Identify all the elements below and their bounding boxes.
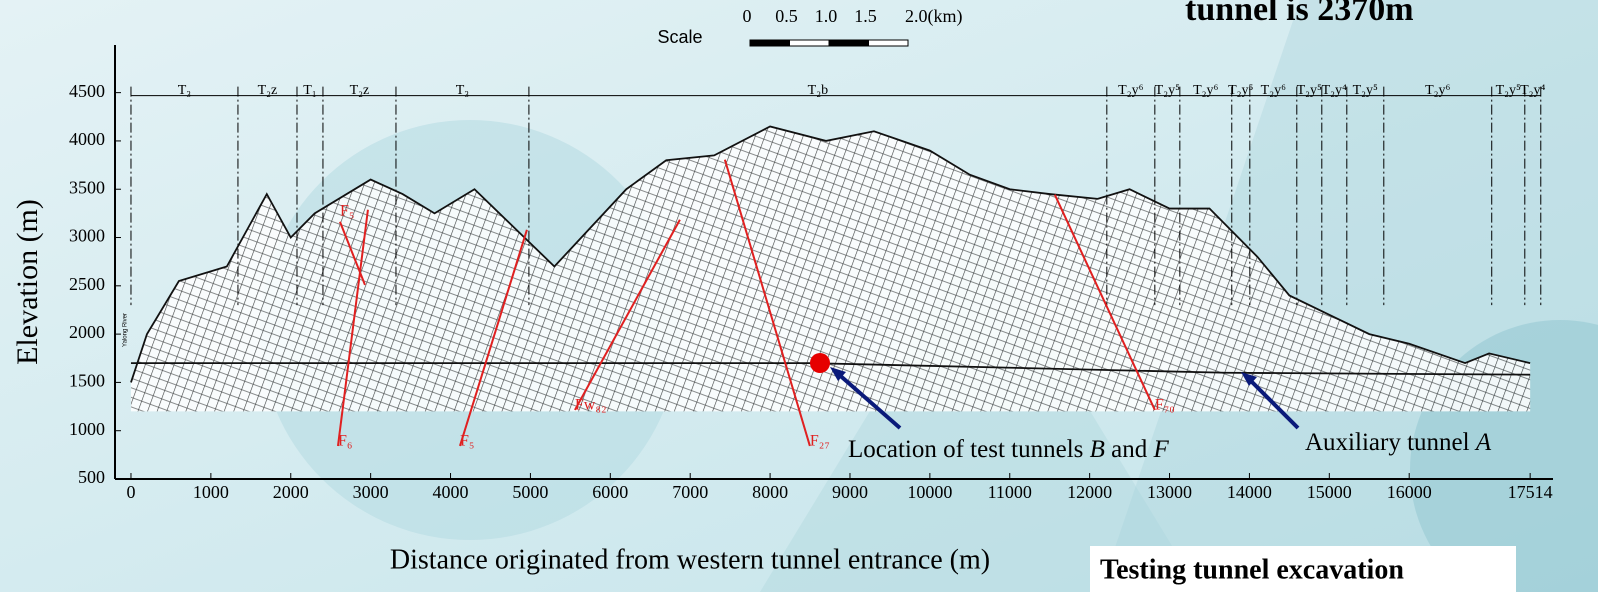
test-tunnel-location [810, 353, 830, 373]
header-text: tunnel is 2370m [1185, 0, 1414, 28]
x-tick-label: 5000 [512, 482, 548, 502]
scale-segment [749, 39, 790, 47]
fault [1053, 194, 1156, 411]
scale-label: Scale [657, 27, 702, 47]
annotation-part: Location of test tunnels [848, 436, 1090, 463]
stratum-label: T₃ [456, 83, 470, 98]
stratum-label: T₂z [350, 83, 370, 98]
x-tick-label: 3000 [353, 482, 389, 502]
annotation: Location of test tunnels B and F [848, 436, 1170, 463]
stratum-label: T₂y⁴ [1322, 83, 1347, 98]
stratum-label: T₂y⁵ [1496, 83, 1521, 98]
x-tick-label: 12000 [1067, 482, 1112, 502]
fault [459, 229, 528, 447]
stratum-label: T₂y⁶ [1193, 83, 1218, 98]
stratum-label: T₂y⁶ [1261, 83, 1286, 98]
footer-text: Testing tunnel excavation [1100, 554, 1404, 585]
y-tick-label: 500 [78, 467, 105, 487]
x-tick-label: 0 [126, 482, 135, 502]
x-tick-label: 15000 [1307, 482, 1352, 502]
fault [574, 219, 681, 411]
arrow-head [1241, 372, 1257, 386]
y-tick-label: 2000 [69, 322, 105, 342]
scale-tick-label: 2.0(km) [905, 6, 963, 27]
scale-segment [868, 39, 909, 47]
bg-shape [1100, 0, 1598, 592]
y-tick-label: 1000 [69, 419, 105, 439]
y-tick-label: 2500 [69, 274, 105, 294]
y-tick-label: 1500 [69, 371, 105, 391]
x-tick-label: 16000 [1387, 482, 1432, 502]
fault [336, 209, 369, 447]
y-tick-label: 3500 [69, 177, 105, 197]
line [130, 362, 1531, 376]
scale-tick-label: 0.5 [775, 6, 798, 26]
y-tick-label: 4500 [69, 81, 105, 101]
stratum-label: T₂y⁶ [1425, 83, 1450, 98]
x-tick-label: 4000 [433, 482, 469, 502]
arrow [834, 370, 902, 430]
river-label: Yalong River [123, 313, 129, 347]
scale-tick-label: 0 [743, 6, 752, 26]
x-tick-label: 17514 [1508, 482, 1553, 502]
fault [339, 221, 366, 286]
annotation-part: Auxiliary tunnel [1305, 429, 1476, 456]
stratum-label: T₂y⁵ [1297, 83, 1322, 98]
scale-tick-label: 1.0 [815, 6, 838, 26]
x-tick-label: 1000 [193, 482, 229, 502]
x-tick-label: 6000 [592, 482, 628, 502]
scale-tick-label: 1.5 [854, 6, 877, 26]
y-tick-label: 3000 [69, 226, 105, 246]
x-tick-label: 7000 [672, 482, 708, 502]
annotation-part: A [1474, 429, 1492, 456]
plot: T₃ T₂z T₁ T₂z T₃ T₂b T₂y⁶ T₂y⁵ T₂y⁶ T₂y⁵ T₂y⁶ T₂y⁵ T… [130, 83, 1546, 450]
arrow-head [830, 367, 846, 381]
fault-label: F₅ [460, 433, 474, 450]
arrow [1246, 376, 1300, 430]
stratum-label: T₁ [303, 83, 316, 98]
stratum-label: T₂y⁵ [1353, 83, 1378, 98]
fault-label: F₅ [340, 202, 354, 219]
scale-segment [828, 39, 869, 47]
annotation: Auxiliary tunnel A [1305, 429, 1492, 456]
stratum-label: T₃ [178, 83, 192, 98]
fault-label: Fᴡ₈₂ [575, 397, 607, 414]
scale-segment [789, 39, 830, 47]
annotation-part: and [1105, 436, 1154, 463]
stratum-label: T₂y⁴ [1520, 83, 1545, 98]
stratum-label: T₂y⁵ [1228, 83, 1253, 98]
fault-label: F₂₇ [810, 433, 830, 450]
x-tick-label: 14000 [1227, 482, 1272, 502]
stratum-label: T₂y⁵ [1155, 83, 1180, 98]
annotation-part: B [1090, 436, 1105, 463]
stratum-label: T₂z [258, 83, 278, 98]
x-tick-label: 8000 [752, 482, 788, 502]
fault [723, 159, 811, 447]
x-tick-label: 11000 [988, 482, 1032, 502]
x-tick-label: 2000 [273, 482, 309, 502]
fault-label: F₇₀ [1155, 397, 1175, 414]
stratum-label: T₂b [808, 83, 828, 98]
terrain-fill [130, 126, 1531, 412]
stratum-label: T₂y⁶ [1118, 83, 1143, 98]
x-tick-label: 9000 [832, 482, 868, 502]
x-tick-label: 10000 [907, 482, 952, 502]
x-tick-label: 13000 [1147, 482, 1192, 502]
fault-label: F₆ [338, 433, 352, 450]
footer-box [1090, 546, 1516, 592]
annotation-part: F [1153, 436, 1170, 463]
x-axis-label: Distance originated from western tunnel … [390, 544, 990, 575]
y-axis-label: Elevation (m) [11, 199, 44, 365]
y-tick-label: 4000 [69, 129, 105, 149]
line [130, 125, 1531, 383]
